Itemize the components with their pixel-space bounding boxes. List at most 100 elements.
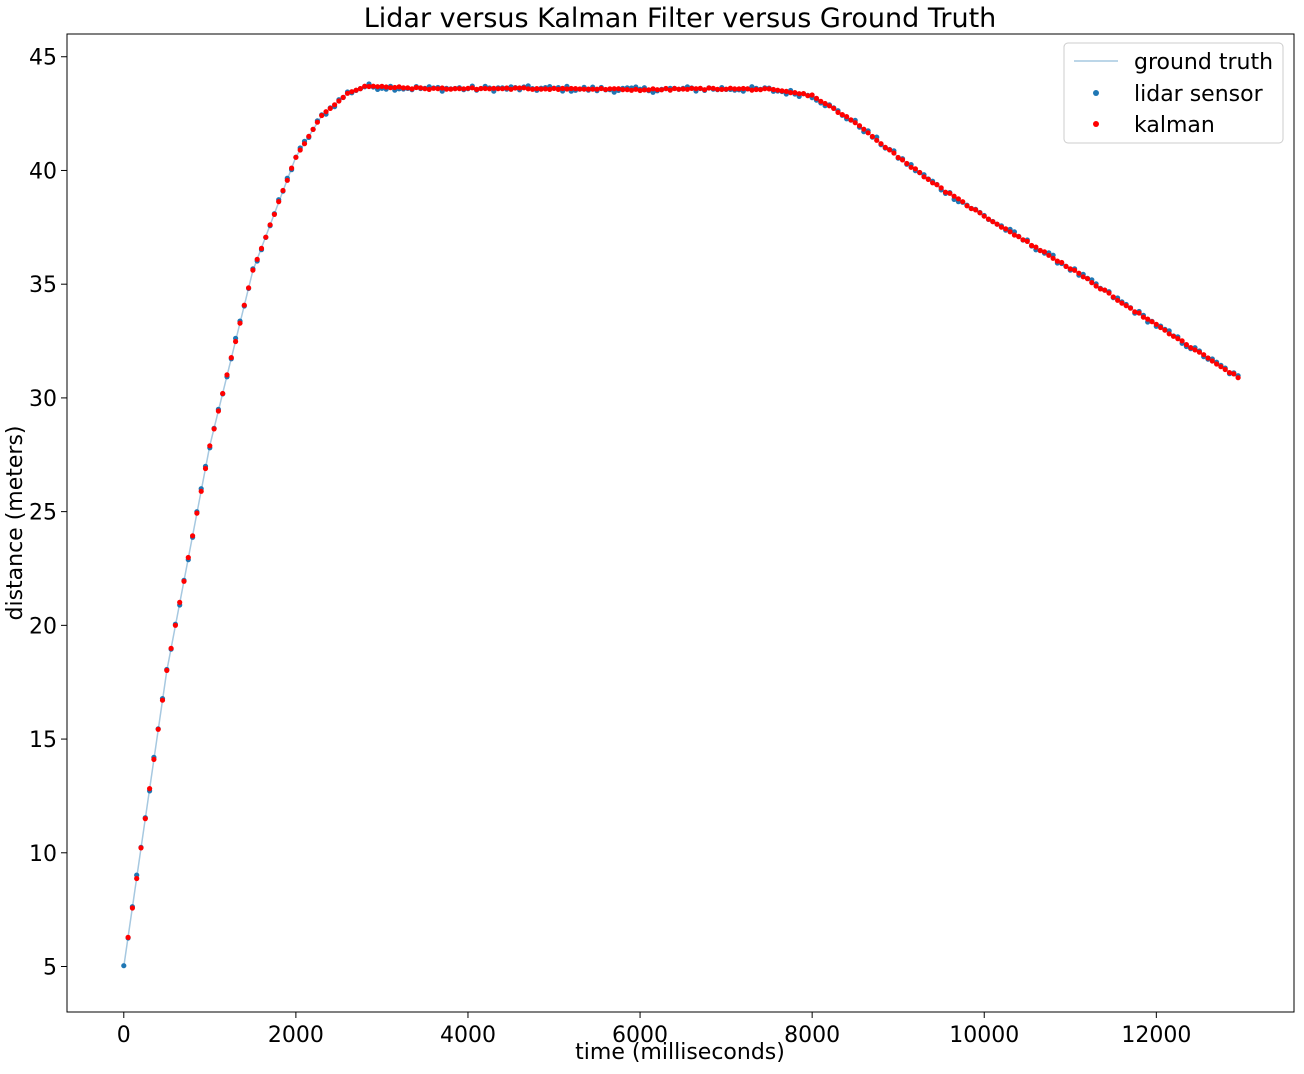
y-axis: 5 10 15 20 25 30 35 40 45 (29, 46, 67, 981)
kalman-point (319, 112, 325, 119)
kalman-point (1050, 255, 1056, 261)
kalman-point (977, 210, 983, 216)
kalman-point (1080, 274, 1086, 280)
kalman-point (336, 98, 342, 104)
kalman-point (590, 86, 596, 92)
y-tick-label: 45 (29, 46, 57, 71)
kalman-point (671, 85, 678, 92)
kalman-point (581, 86, 587, 92)
lidar-sensor-point (121, 963, 127, 969)
kalman-point (611, 86, 617, 92)
kalman-point (418, 85, 424, 91)
kalman-point (732, 86, 738, 92)
legend-lidar-marker (1093, 90, 1099, 96)
kalman-point (263, 234, 269, 240)
kalman-point (198, 488, 204, 494)
kalman-point (663, 85, 669, 92)
kalman-point (1041, 249, 1048, 255)
kalman-point (942, 189, 949, 195)
legend: ground truth lidar sensor kalman (1063, 42, 1284, 144)
kalman-point (818, 98, 824, 104)
kalman-point (469, 85, 475, 91)
y-tick-label: 15 (29, 728, 57, 753)
kalman-point (267, 222, 273, 228)
kalman-point (517, 85, 523, 91)
kalman-point (344, 90, 351, 96)
kalman-point (521, 85, 527, 91)
kalman-point (1024, 238, 1030, 244)
kalman-point (134, 875, 140, 882)
kalman-point (706, 85, 712, 91)
x-tick-label: 8000 (784, 1023, 840, 1048)
kalman-point (327, 105, 333, 111)
kalman-point (891, 150, 897, 156)
kalman-point (168, 645, 174, 651)
kalman-point (448, 86, 454, 92)
kalman-point (938, 185, 944, 191)
kalman-point (254, 256, 260, 262)
kalman-point (766, 86, 772, 92)
kalman-point (736, 86, 742, 92)
kalman-point (727, 85, 734, 91)
kalman-point (951, 193, 957, 199)
kalman-point (1226, 370, 1233, 376)
kalman-point (994, 221, 1000, 227)
kalman-point (641, 87, 648, 93)
kalman-point (1192, 347, 1198, 353)
kalman-point (813, 95, 820, 101)
kalman-point (779, 88, 785, 94)
kalman-point (676, 86, 682, 92)
kalman-point (396, 84, 402, 90)
kalman-point (1140, 314, 1146, 320)
legend-box (1063, 42, 1284, 144)
lidar-sensor-series (121, 81, 1241, 969)
kalman-point (233, 338, 239, 345)
y-tick-label: 40 (29, 159, 57, 184)
kalman-point (762, 86, 768, 92)
kalman-point (538, 86, 544, 92)
kalman-point (844, 114, 850, 120)
kalman-point (138, 845, 144, 851)
kalman-point (301, 141, 308, 147)
kalman-point (1158, 324, 1164, 331)
kalman-point (310, 126, 316, 132)
kalman-point (491, 85, 497, 91)
kalman-point (482, 85, 488, 92)
legend-kalman-marker (1093, 121, 1099, 127)
kalman-point (504, 85, 510, 91)
kalman-point (289, 165, 295, 171)
kalman-point (362, 83, 368, 89)
kalman-point (400, 85, 406, 91)
kalman-point (370, 83, 376, 89)
kalman-point (431, 85, 437, 91)
kalman-point (405, 85, 411, 91)
kalman-point (495, 86, 501, 92)
kalman-point (551, 85, 557, 91)
kalman-point (1063, 263, 1069, 269)
legend-ground-truth-label: ground truth (1134, 50, 1273, 75)
kalman-point (1179, 338, 1185, 344)
kalman-point (577, 86, 583, 92)
kalman-point (164, 667, 170, 674)
kalman-point (202, 465, 209, 472)
kalman-point (607, 86, 613, 92)
kalman-point (1145, 316, 1151, 322)
kalman-point (125, 934, 131, 941)
kalman-point (714, 86, 721, 92)
kalman-point (383, 84, 389, 90)
kalman-point (293, 154, 299, 160)
kalman-point (237, 320, 243, 326)
kalman-point (861, 126, 867, 132)
kalman-point (968, 205, 974, 212)
kalman-point (865, 130, 871, 136)
kalman-point (228, 355, 234, 361)
kalman-point (646, 87, 652, 93)
kalman-point (1175, 336, 1181, 342)
kalman-point (775, 87, 781, 93)
kalman-point (207, 443, 213, 449)
kalman-point (973, 207, 979, 213)
kalman-point (1205, 355, 1211, 361)
kalman-point (852, 120, 858, 126)
kalman-point (568, 85, 574, 92)
